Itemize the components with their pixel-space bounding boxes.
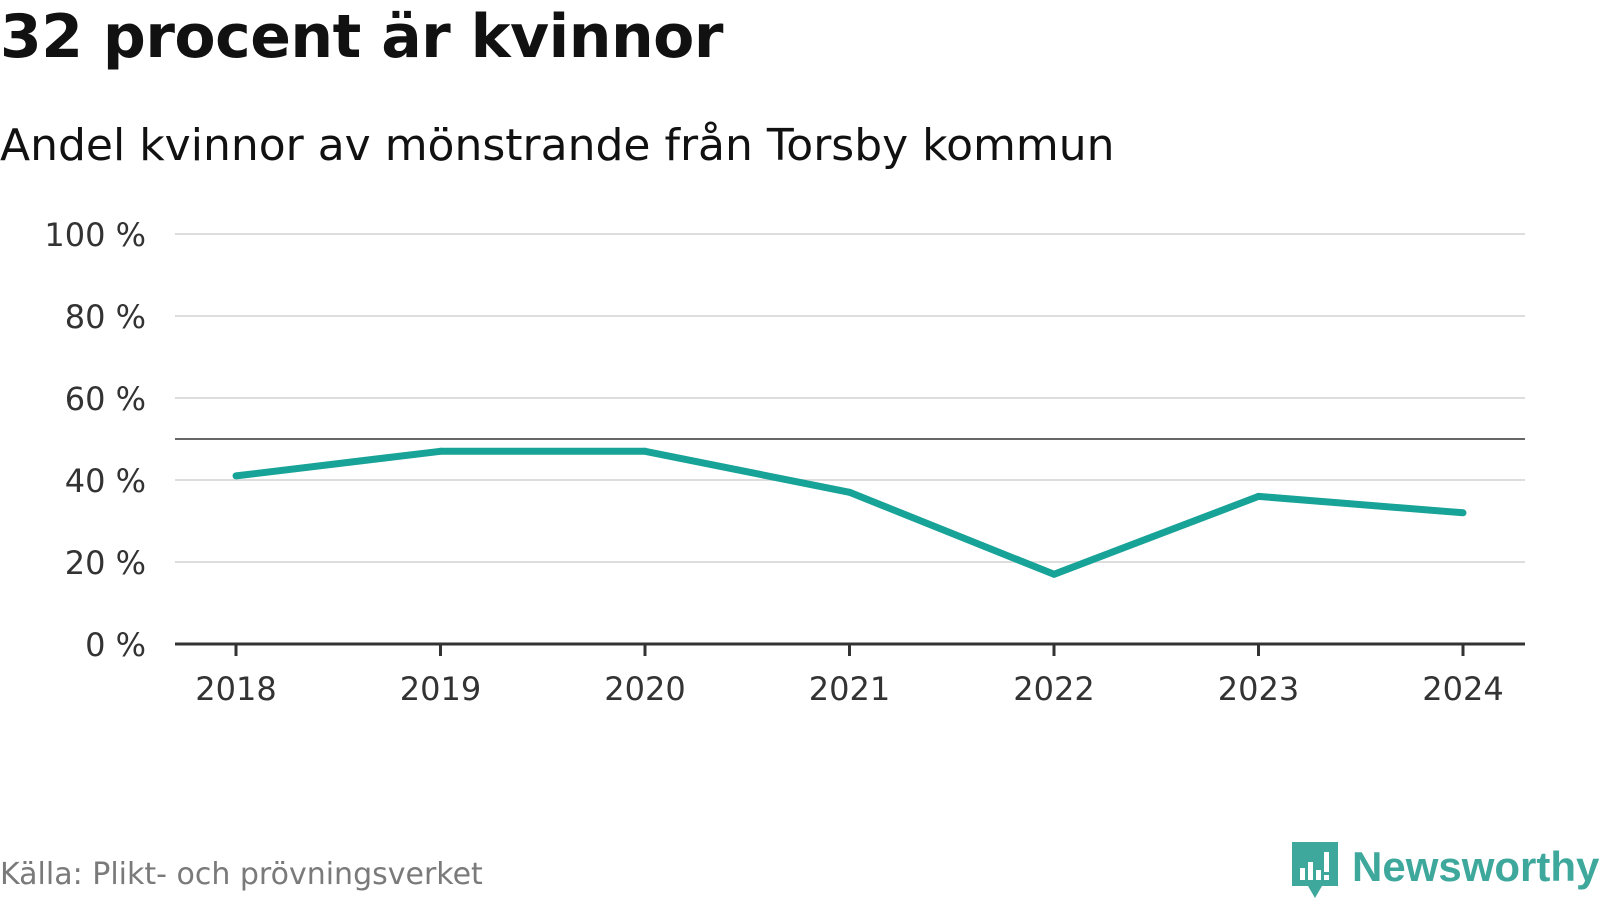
y-tick-label-0: 0 %: [85, 626, 146, 664]
data-point-2021: [846, 488, 853, 496]
data-point-2023: [1255, 492, 1262, 500]
x-tick-label-2018: 2018: [195, 670, 276, 708]
brand-name: Newsworthy: [1352, 843, 1600, 890]
y-axis-labels: 0 % 20 % 40 % 60 % 80 % 100 %: [44, 216, 146, 664]
x-tick-label-2023: 2023: [1218, 670, 1299, 708]
x-tick-label-2022: 2022: [1013, 670, 1094, 708]
newsworthy-logo-icon: [1292, 842, 1338, 898]
data-point-2020: [641, 447, 649, 455]
x-axis: [175, 642, 1525, 656]
chart-title: 32 procent är kvinnor: [0, 2, 723, 72]
x-tick-label-2020: 2020: [604, 670, 685, 708]
y-tick-label-20: 20 %: [65, 544, 146, 582]
y-tick-label-80: 80 %: [65, 298, 146, 336]
x-tick-label-2019: 2019: [400, 670, 481, 708]
data-point-2022: [1050, 570, 1058, 578]
y-tick-label-60: 60 %: [65, 380, 146, 418]
x-axis-labels: 2018 2019 2020 2021 2022 2023 2024: [195, 670, 1503, 708]
brand: Newsworthy: [1290, 842, 1599, 904]
source-note: Källa: Plikt- och prövningsverket: [0, 857, 483, 892]
y-tick-label-40: 40 %: [65, 462, 146, 500]
data-point-2018: [232, 472, 240, 480]
chart-subtitle: Andel kvinnor av mönstrande från Torsby …: [0, 120, 1115, 171]
series-group: [232, 447, 1467, 578]
x-tick-label-2021: 2021: [809, 670, 890, 708]
series-line-0: [235, 447, 1464, 578]
data-point-2019: [437, 447, 444, 455]
data-point-2024: [1459, 509, 1467, 517]
x-tick-label-2024: 2024: [1422, 670, 1503, 708]
gridlines: [175, 233, 1525, 563]
y-tick-label-100: 100 %: [44, 216, 146, 254]
